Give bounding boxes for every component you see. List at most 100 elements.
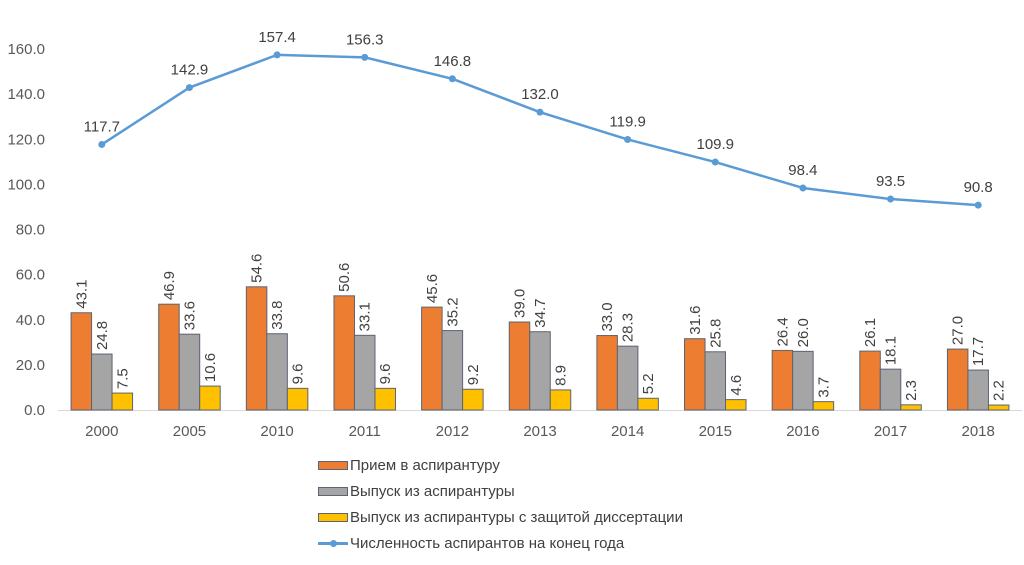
bar	[421, 306, 443, 411]
line-data-label: 132.0	[521, 86, 559, 103]
y-tick-label: 0.0	[24, 402, 45, 419]
legend-label: Выпуск из аспирантуры	[350, 482, 515, 500]
x-tick-label: 2014	[611, 423, 644, 440]
line-point	[448, 75, 456, 83]
bar-data-label: 9.6	[377, 363, 394, 384]
line-data-label: 156.3	[346, 31, 384, 48]
line-point	[887, 195, 895, 203]
bar-data-label: 33.1	[357, 302, 374, 331]
legend-item-graduation-defense: Выпуск из аспирантуры с защитой диссерта…	[318, 504, 683, 530]
y-tick-label: 100.0	[7, 176, 45, 193]
bar-data-label: 39.0	[512, 289, 529, 318]
bar-data-label: 25.8	[707, 319, 724, 348]
bar-data-label: 3.7	[815, 377, 832, 398]
line-data-label: 146.8	[434, 53, 472, 70]
bar	[684, 338, 706, 411]
bar	[286, 387, 309, 411]
legend-swatch-graduation	[318, 486, 348, 496]
bar-data-label: 9.2	[465, 364, 482, 385]
bar	[967, 369, 989, 411]
bar	[266, 333, 288, 411]
bar-data-label: 34.7	[532, 299, 549, 328]
bar-data-label: 26.4	[774, 317, 791, 346]
bar-data-label: 7.5	[114, 368, 131, 389]
bar-data-label: 28.3	[620, 313, 637, 342]
legend: Прием в аспирантуру Выпуск из аспирантур…	[318, 452, 683, 556]
x-tick-label: 2010	[260, 423, 293, 440]
bar-data-label: 5.2	[640, 373, 657, 394]
bar	[91, 353, 113, 411]
x-axis-ticks: 2000 2005 2010 2011 2012 2013 2014 2015 2016 2017…	[85, 423, 995, 440]
line-point	[624, 135, 632, 143]
bar	[178, 333, 201, 411]
y-tick-label: 80.0	[16, 222, 45, 239]
x-tick-label: 2015	[699, 423, 732, 440]
legend-item-admission: Прием в аспирантуру	[318, 452, 683, 478]
line-data-label: 119.9	[609, 113, 645, 130]
bar	[987, 404, 1010, 411]
bar	[441, 330, 464, 411]
bar-data-label: 43.1	[73, 280, 90, 309]
y-tick-label: 140.0	[7, 86, 45, 103]
bar	[158, 303, 180, 411]
line-data-label: 117.7	[84, 118, 120, 135]
x-tick-label: 2000	[85, 423, 118, 440]
legend-item-headcount: Численность аспирантов на конец года	[318, 530, 683, 556]
bar	[946, 348, 969, 411]
x-tick-label: 2005	[173, 423, 206, 440]
bar	[900, 404, 922, 411]
bar-data-label: 46.9	[161, 271, 178, 300]
y-tick-label: 120.0	[7, 131, 45, 148]
bar-data-label: 33.0	[599, 302, 616, 331]
bar-data-label: 26.1	[862, 318, 879, 347]
line-point	[98, 140, 106, 148]
line-point	[273, 51, 281, 59]
bar-data-label: 45.6	[424, 274, 441, 303]
bar	[812, 401, 835, 411]
bar	[771, 349, 794, 411]
legend-label: Выпуск из аспирантуры с защитой диссерта…	[350, 508, 683, 526]
y-tick-label: 60.0	[16, 267, 45, 284]
bar-data-label: 33.8	[269, 301, 286, 330]
line-point	[711, 158, 719, 166]
bar-data-label: 54.6	[249, 254, 266, 283]
bar	[725, 399, 747, 411]
bar	[529, 331, 551, 411]
bar-data-label: 31.6	[687, 305, 704, 334]
bar	[508, 321, 531, 411]
y-axis-ticks: 0.0 20.0 40.0 60.0 80.0 100.0 120.0 140.0 160.0	[7, 41, 45, 419]
bar-data-label: 50.6	[336, 263, 353, 292]
x-tick-label: 2012	[436, 423, 469, 440]
line-series	[98, 51, 982, 209]
bar	[792, 350, 814, 411]
bar	[70, 312, 93, 411]
x-tick-label: 2013	[523, 423, 556, 440]
bar	[245, 286, 268, 411]
line-data-label: 90.8	[964, 179, 993, 196]
bar	[353, 334, 376, 411]
x-tick-label: 2011	[349, 423, 381, 440]
bar	[462, 388, 484, 411]
bar-data-label: 9.6	[290, 363, 307, 384]
bar	[704, 351, 727, 411]
bar	[616, 345, 639, 411]
line-data-label: 93.5	[876, 173, 905, 190]
bar	[596, 335, 618, 411]
y-tick-label: 40.0	[16, 312, 45, 329]
bar	[111, 392, 134, 411]
x-tick-label: 2018	[961, 423, 994, 440]
bar	[879, 368, 902, 411]
bars	[70, 286, 1010, 411]
bar-data-label: 10.6	[202, 353, 219, 382]
y-tick-label: 160.0	[7, 41, 45, 58]
bar-data-label: 24.8	[94, 321, 111, 350]
bar-data-label: 17.7	[970, 337, 987, 366]
bar	[549, 389, 572, 411]
line-point	[799, 184, 807, 192]
bar-data-labels: 43.1 46.9 54.6 50.6 45.6 39.0 33.0 31.6 26.4 26.1…	[73, 254, 1007, 401]
line-data-label: 142.9	[171, 62, 209, 79]
line-point	[185, 84, 193, 92]
bar	[374, 387, 396, 411]
bar	[859, 350, 881, 411]
